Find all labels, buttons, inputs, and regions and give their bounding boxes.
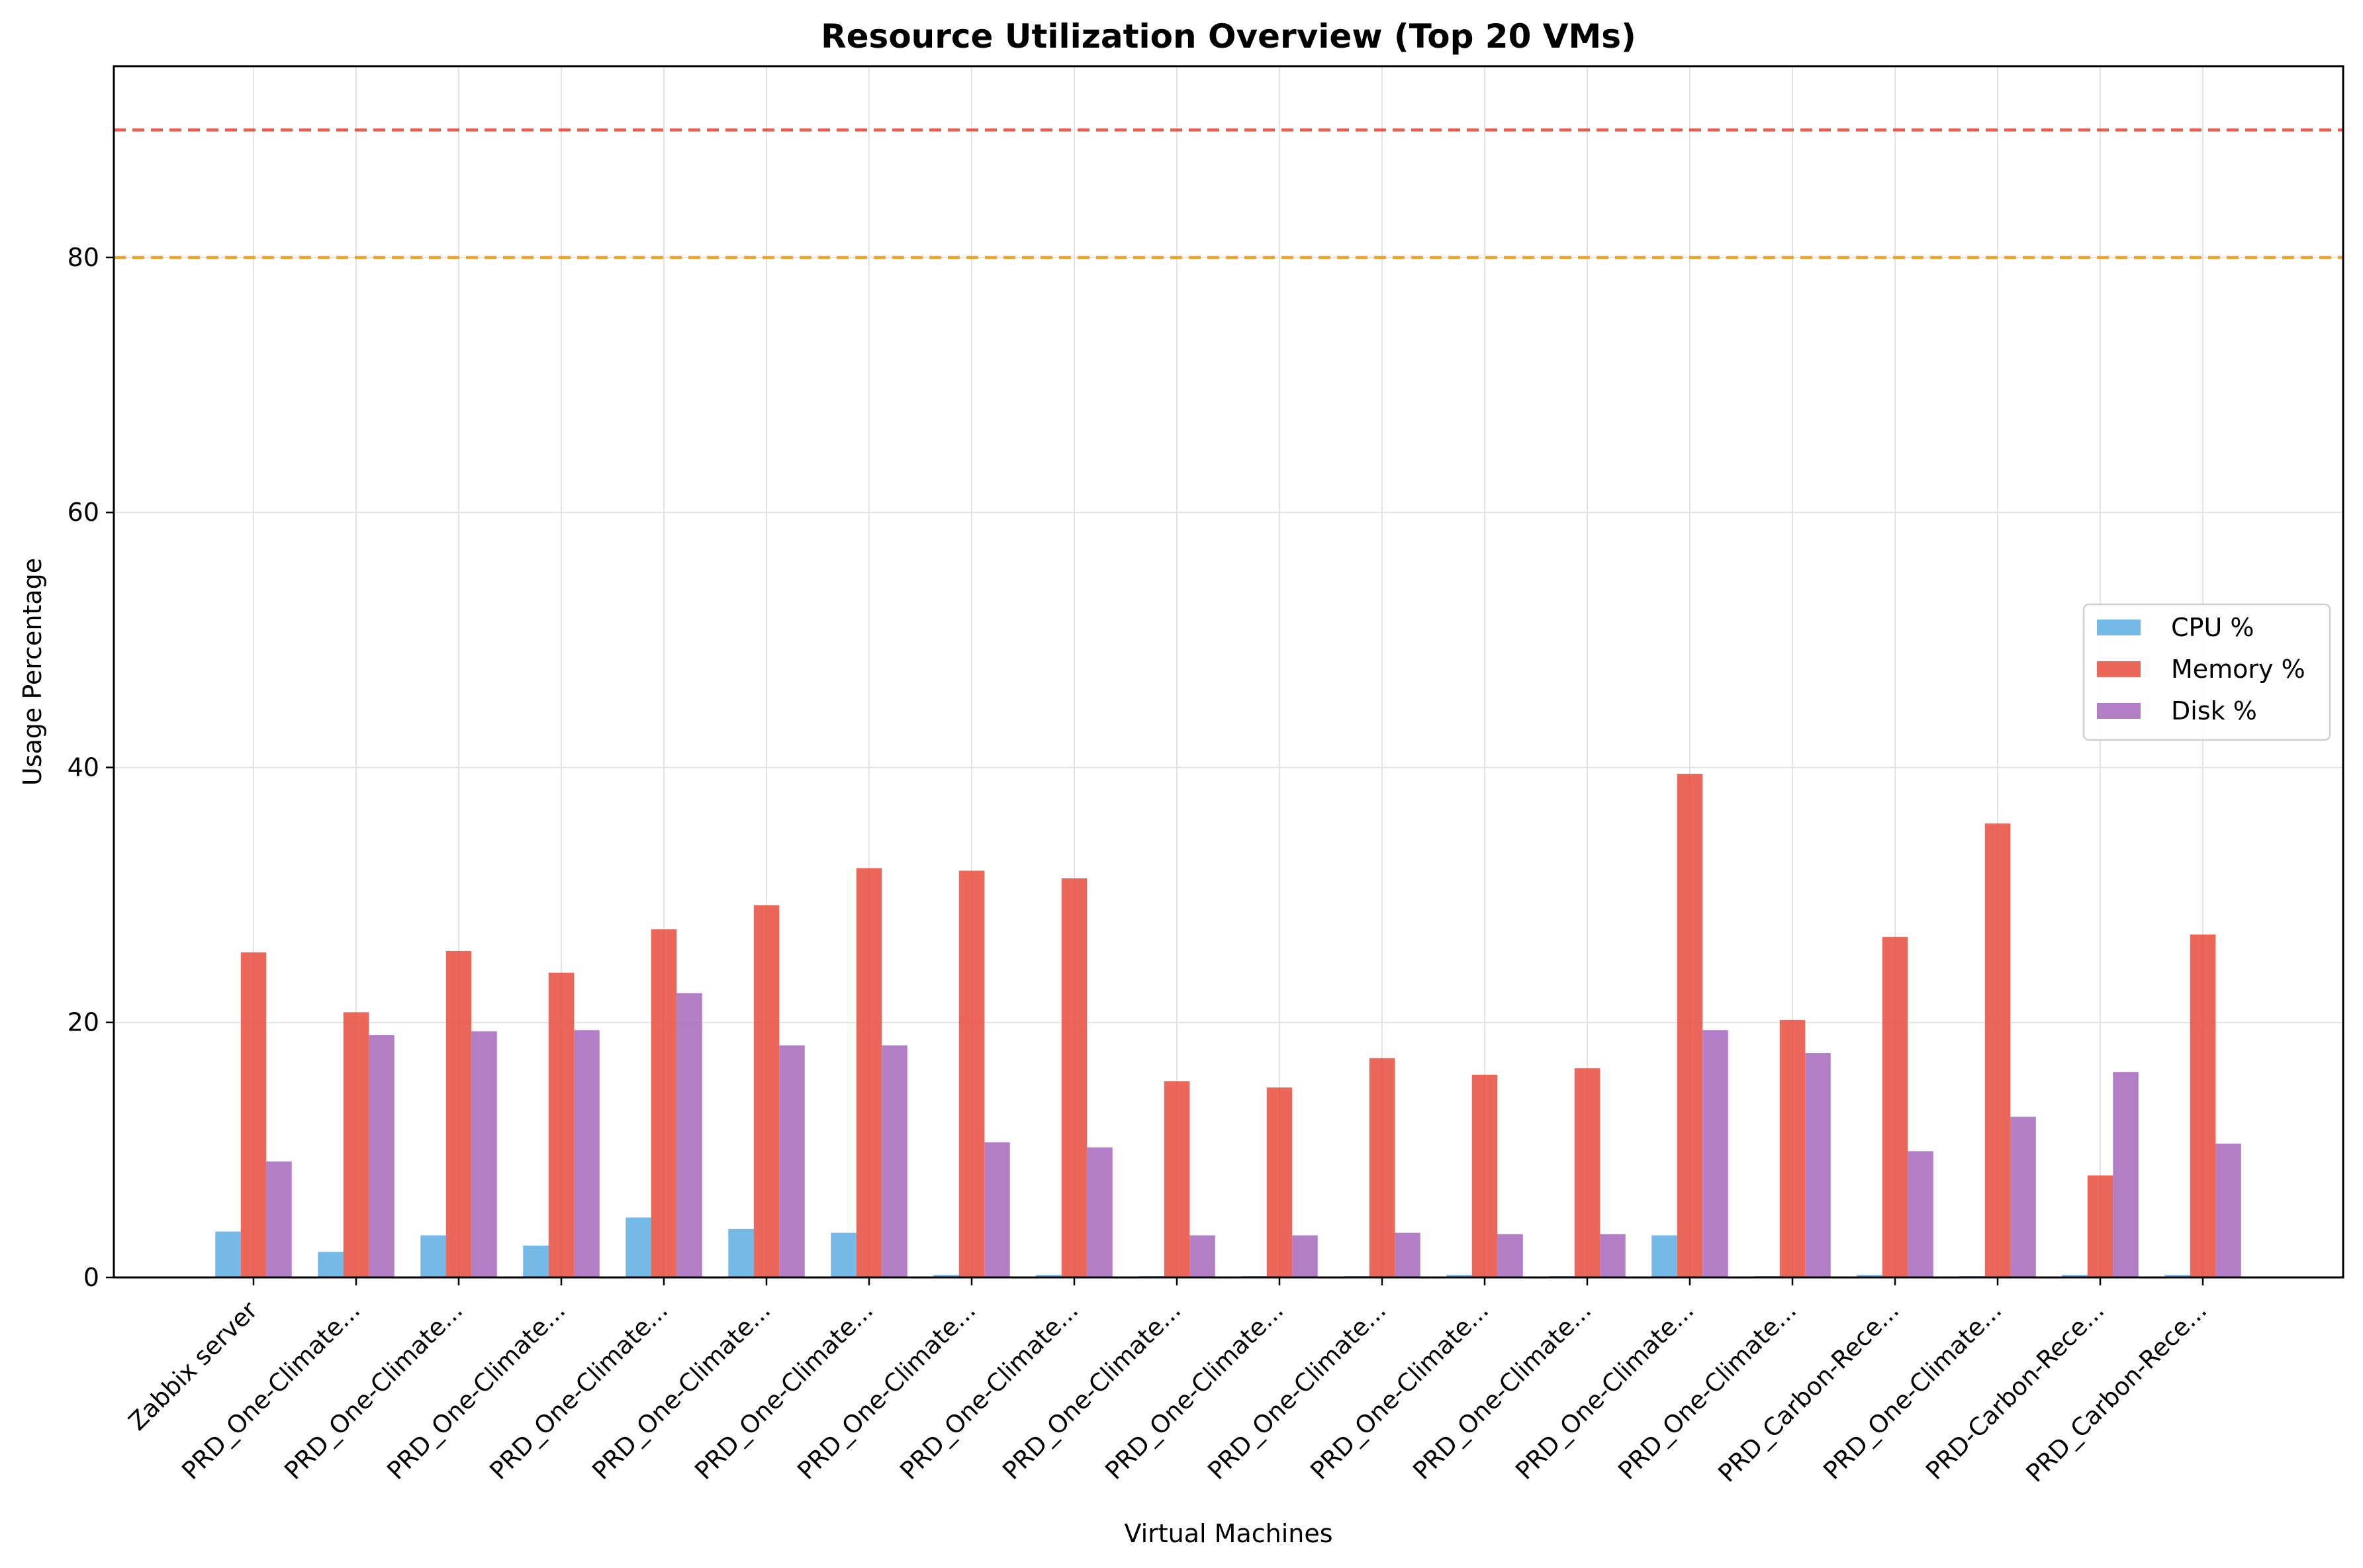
bar-memory [1779,1019,1806,1277]
bar-memory [1266,1087,1293,1277]
bar-cpu [318,1252,344,1277]
bar-disk [676,993,702,1277]
bar-cpu [523,1245,549,1277]
y-tick-label: 80 [68,243,99,272]
bar-disk [984,1142,1010,1277]
legend-swatch [2097,703,2141,719]
bar-cpu [933,1275,959,1277]
bar-memory [1164,1081,1190,1277]
bar-disk [1805,1052,1831,1277]
bar-cpu [2062,1275,2088,1277]
bar-cpu [1036,1275,1062,1277]
bars [215,774,2241,1277]
bar-memory [445,950,472,1277]
bar-memory [240,952,267,1277]
bar-memory [1471,1074,1498,1277]
bar-cpu [831,1232,857,1277]
bar-disk [1908,1151,1933,1277]
chart-title: Resource Utilization Overview (Top 20 VM… [821,17,1636,56]
legend-swatch [2097,620,2141,635]
bar-disk [1189,1235,1215,1277]
bar-cpu [2164,1275,2190,1277]
bar-cpu [728,1228,754,1277]
threshold-lines [114,128,2343,259]
legend: CPU % Memory % Disk % [2082,603,2331,741]
bar-disk [471,1031,497,1277]
bar-cpu [1446,1275,1472,1277]
plot-frame [113,65,2344,1279]
bar-disk [2113,1072,2139,1277]
y-axis-label: Usage Percentage [18,558,47,786]
legend-swatch [2097,661,2141,677]
bar-disk [1292,1235,1318,1277]
bar-cpu [420,1235,446,1277]
bar-disk [574,1030,600,1277]
legend-label: Memory % [2171,655,2305,684]
bar-cpu [1857,1275,1882,1277]
bar-memory [651,929,677,1277]
bar-cpu [1651,1235,1677,1277]
bar-memory [548,972,575,1277]
bar-disk [779,1045,805,1277]
bar-memory [1882,937,1908,1277]
y-tick-label: 60 [68,498,99,527]
bar-disk [266,1161,292,1277]
legend-box [2082,603,2331,741]
bar-disk [1087,1147,1113,1277]
y-tick-label: 20 [68,1008,99,1037]
bar-cpu [626,1217,651,1277]
bar-memory [343,1012,369,1277]
bar-disk [1702,1030,1728,1277]
bar-memory [753,905,780,1277]
bar-disk [882,1045,907,1277]
bar-disk [1497,1234,1523,1277]
bar-disk [1600,1234,1626,1277]
bar-memory [1369,1058,1395,1277]
bar-disk [2010,1117,2036,1277]
y-tick-label: 0 [83,1263,99,1292]
bar-memory [1984,823,2011,1277]
bar-memory [1677,774,1703,1277]
bar-memory [856,868,882,1277]
x-axis-label: Virtual Machines [1124,1519,1332,1548]
y-tick-label: 40 [68,753,99,782]
legend-label: Disk % [2171,696,2257,725]
bar-disk [2215,1143,2241,1277]
y-axis: 0 20 40 60 80 [68,243,114,1292]
bar-disk [1395,1232,1420,1277]
bar-memory [2190,934,2216,1277]
bar-disk [369,1035,394,1277]
bar-memory [2087,1175,2113,1277]
bar-memory [958,870,985,1277]
bar-cpu [215,1231,241,1277]
bar-memory [1061,878,1088,1277]
legend-label: CPU % [2171,613,2254,642]
bar-memory [1574,1068,1600,1277]
